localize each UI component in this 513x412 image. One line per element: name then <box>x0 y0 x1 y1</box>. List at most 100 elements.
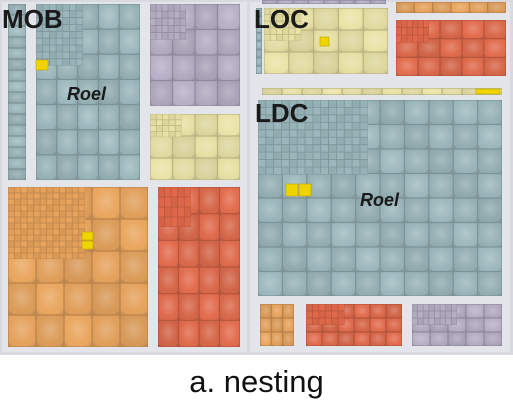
treemap-cell <box>49 24 56 31</box>
treemap-cell <box>440 304 446 311</box>
treemap-cell <box>66 193 72 199</box>
treemap-cell <box>336 167 344 174</box>
treemap-cell <box>321 152 329 160</box>
treemap-cell-shading <box>99 4 119 29</box>
treemap-cell-shading <box>354 318 370 332</box>
treemap-cell-shading <box>380 149 404 173</box>
treemap-cell <box>274 122 282 130</box>
treemap-cell <box>49 38 56 45</box>
treemap-cell <box>281 100 289 107</box>
treemap-cell <box>49 18 56 25</box>
treemap-cell <box>169 131 175 137</box>
treemap-cell-shading <box>8 158 26 169</box>
treemap-cell-shading <box>258 272 282 296</box>
block-mob-cream <box>150 114 240 180</box>
block-mob-strip-frame <box>8 4 26 180</box>
treemap-cell <box>46 223 53 229</box>
treemap-cell-shading <box>8 283 36 315</box>
treemap-cell <box>43 52 49 59</box>
treemap-cell-shading <box>462 88 482 95</box>
treemap-cell <box>175 114 182 120</box>
treemap-cell <box>76 4 83 11</box>
treemap-cell <box>297 100 305 107</box>
treemap-cell <box>258 115 266 122</box>
treemap-cell-shading <box>340 0 355 4</box>
treemap-cell <box>329 115 336 122</box>
treemap-cell <box>178 197 184 207</box>
treemap-cell <box>283 34 289 41</box>
treemap-cell <box>313 152 321 160</box>
treemap-cell <box>297 107 305 115</box>
treemap-cell <box>276 34 283 41</box>
treemap-cell <box>63 18 69 25</box>
treemap-cell <box>344 160 352 167</box>
treemap-cell <box>281 107 289 115</box>
treemap-cell <box>321 130 329 137</box>
treemap-cell-shading <box>199 187 219 214</box>
treemap-cell <box>440 311 446 318</box>
treemap-cell <box>312 311 319 318</box>
treemap-cell <box>72 187 79 193</box>
treemap-cell-shading <box>78 80 98 104</box>
treemap-cell <box>360 152 368 160</box>
treemap-cell-shading <box>256 41 262 49</box>
treemap-cell <box>171 217 178 227</box>
block-mob-orange-fine-area <box>8 187 85 259</box>
treemap-cell <box>43 4 49 11</box>
treemap-cell-shading <box>278 0 293 4</box>
treemap-cell <box>336 115 344 122</box>
treemap-cell <box>336 100 344 107</box>
treemap-cell <box>158 187 165 197</box>
treemap-cell <box>27 241 34 247</box>
treemap-cell <box>325 318 332 325</box>
treemap-cell-shading <box>453 174 477 198</box>
block-loc-strip-frame <box>256 8 262 74</box>
treemap-cell <box>21 187 27 193</box>
treemap-cell <box>264 21 270 28</box>
treemap-cell <box>258 152 266 160</box>
treemap-cell <box>79 217 85 223</box>
treemap-cell <box>63 59 69 66</box>
treemap-cell <box>79 205 85 211</box>
treemap-cell <box>344 115 352 122</box>
treemap-cell <box>266 107 274 115</box>
treemap-cell <box>412 311 418 318</box>
treemap-cell-shading <box>8 26 26 37</box>
treemap-cell <box>297 145 305 152</box>
treemap-cell <box>423 27 429 35</box>
treemap-cell <box>72 241 79 247</box>
block-loc-cream-fine-area <box>264 8 302 41</box>
treemap-cell <box>344 100 352 107</box>
treemap-cell-shading <box>314 8 338 30</box>
treemap-cell-shading <box>256 66 262 74</box>
treemap-cell-shading <box>258 223 282 247</box>
treemap-cell <box>258 145 266 152</box>
treemap-cell <box>59 223 66 229</box>
treemap-cell <box>289 167 297 174</box>
treemap-cell <box>76 45 83 52</box>
treemap-cell <box>66 211 72 217</box>
treemap-cell <box>336 152 344 160</box>
treemap-cell <box>150 18 156 25</box>
treemap-cell <box>306 304 312 311</box>
treemap-cell-shading <box>342 88 362 95</box>
treemap-cell-shading <box>363 52 388 74</box>
treemap-cell <box>40 205 47 211</box>
treemap-cell <box>266 130 274 137</box>
treemap-cell <box>305 152 313 160</box>
treemap-cell <box>297 115 305 122</box>
treemap-cell <box>352 145 360 152</box>
treemap-cell-shading <box>173 81 195 106</box>
treemap-cell <box>53 241 59 247</box>
treemap-cell <box>169 120 175 126</box>
treemap-cell <box>14 235 21 241</box>
treemap-cell <box>418 20 424 28</box>
treemap-cell-shading <box>78 105 98 130</box>
group-label-mob: MOB <box>2 4 63 34</box>
treemap-cell <box>14 205 21 211</box>
treemap-cell-shading <box>354 304 370 318</box>
highlight-cell <box>81 240 94 250</box>
treemap-cell-shading <box>256 8 262 16</box>
treemap-cell-shading <box>433 2 451 13</box>
treemap-cell <box>14 253 21 259</box>
